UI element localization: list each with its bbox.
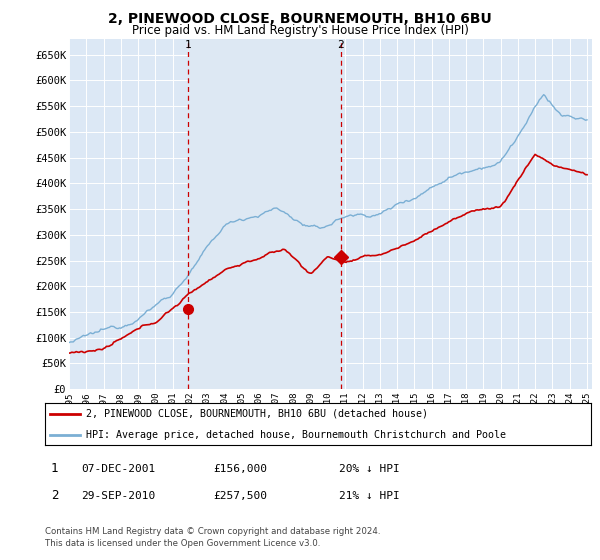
Text: 1: 1: [51, 462, 58, 475]
Text: 2, PINEWOOD CLOSE, BOURNEMOUTH, BH10 6BU: 2, PINEWOOD CLOSE, BOURNEMOUTH, BH10 6BU: [108, 12, 492, 26]
Text: 20% ↓ HPI: 20% ↓ HPI: [339, 464, 400, 474]
Text: 07-DEC-2001: 07-DEC-2001: [81, 464, 155, 474]
Text: 1: 1: [185, 40, 192, 50]
Text: This data is licensed under the Open Government Licence v3.0.: This data is licensed under the Open Gov…: [45, 539, 320, 548]
Text: 2: 2: [51, 489, 58, 502]
Text: 21% ↓ HPI: 21% ↓ HPI: [339, 491, 400, 501]
Text: 2: 2: [338, 40, 344, 50]
Bar: [188, 39, 341, 389]
Text: 29-SEP-2010: 29-SEP-2010: [81, 491, 155, 501]
Text: £156,000: £156,000: [213, 464, 267, 474]
Text: HPI: Average price, detached house, Bournemouth Christchurch and Poole: HPI: Average price, detached house, Bour…: [86, 430, 506, 440]
Text: £257,500: £257,500: [213, 491, 267, 501]
Text: Price paid vs. HM Land Registry's House Price Index (HPI): Price paid vs. HM Land Registry's House …: [131, 24, 469, 36]
Text: 2, PINEWOOD CLOSE, BOURNEMOUTH, BH10 6BU (detached house): 2, PINEWOOD CLOSE, BOURNEMOUTH, BH10 6BU…: [86, 409, 428, 419]
Text: Contains HM Land Registry data © Crown copyright and database right 2024.: Contains HM Land Registry data © Crown c…: [45, 528, 380, 536]
